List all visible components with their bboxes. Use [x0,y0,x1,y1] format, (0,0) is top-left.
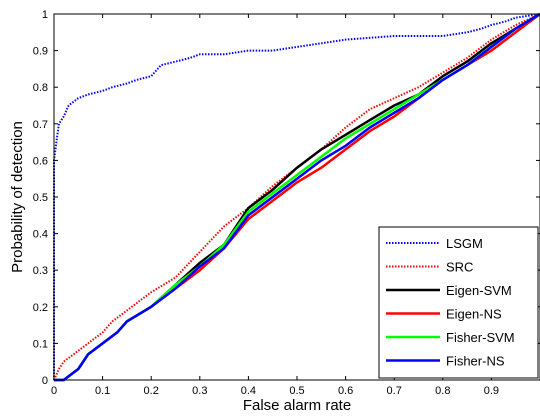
x-tick-label: 0.2 [144,385,159,397]
legend-label: SRC [446,260,473,275]
x-tick-label: 0.7 [387,385,402,397]
y-tick-label: 0.5 [33,192,48,204]
y-tick-label: 0.3 [33,265,48,277]
x-axis-label: False alarm rate [243,397,351,414]
y-tick-label: 1 [42,9,48,21]
y-tick-label: 0 [42,375,48,387]
x-tick-label: 0.5 [289,385,304,397]
x-tick-label: 0.4 [241,385,256,397]
legend-label: Fisher-NS [446,354,505,369]
ticks-layer: 0 0.1 0.2 0.3 0.4 0.5 0.6 0.7 0.8 0.9 0 0.1 0.2 0.3 0.… [33,9,540,397]
legend-box [378,226,539,379]
x-tick-label: 0.1 [95,385,110,397]
y-tick-label: 0.7 [33,119,48,131]
x-tick-label: 0 [51,385,57,397]
y-tick-label: 0.9 [33,46,48,58]
legend: LSGM SRC Eigen-SVM Eigen-NS Fisher-SVM Fisher… [378,226,539,379]
legend-label: Eigen-SVM [446,283,512,298]
series-line-fisher-ns [54,12,540,382]
y-tick-label: 0.1 [33,338,48,350]
y-tick-label: 0.2 [33,302,48,314]
series-line-lsgm [53,13,540,380]
y-tick-label: 0.4 [33,229,48,241]
legend-label: LSGM [446,236,483,251]
series-layer [53,12,540,382]
legend-label: Eigen-NS [446,307,502,322]
x-tick-label: 0.3 [192,385,207,397]
x-tick-label: 0.6 [338,385,353,397]
legend-label: Fisher-SVM [446,330,515,345]
y-tick-label: 0.6 [33,155,48,167]
y-tick-label: 0.8 [33,82,48,94]
y-axis-label: Probability of detection [9,121,26,273]
x-tick-label: 0.8 [435,385,450,397]
x-tick-label: 0.9 [484,385,499,397]
series-line-src [53,13,540,381]
